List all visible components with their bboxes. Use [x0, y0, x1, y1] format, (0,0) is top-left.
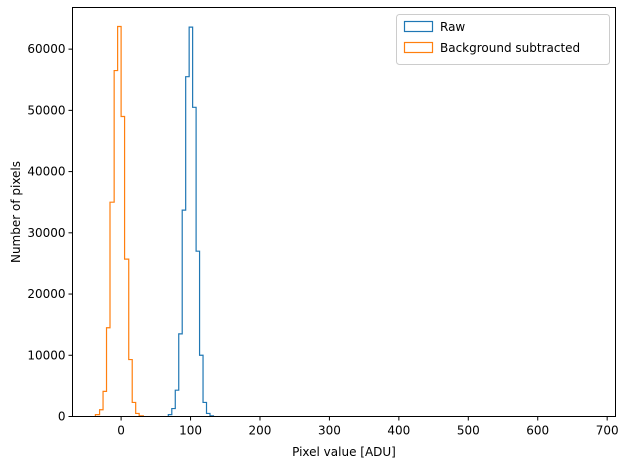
legend-label-background-subtracted: Background subtracted [440, 41, 580, 55]
x-tick-label: 0 [117, 424, 125, 438]
y-tick-label: 20000 [27, 287, 65, 301]
x-tick-label: 400 [387, 424, 410, 438]
y-tick-label: 0 [58, 410, 66, 424]
x-tick-label: 500 [457, 424, 480, 438]
y-axis: 0 10000 20000 30000 40000 50000 60000 [27, 42, 73, 424]
legend-swatch-raw [403, 20, 434, 33]
plot-area [94, 25, 215, 417]
y-tick-label: 10000 [27, 348, 65, 362]
x-tick-label: 100 [179, 424, 202, 438]
x-axis-label: Pixel value [ADU] [292, 445, 396, 459]
y-tick-label: 40000 [27, 165, 65, 179]
y-tick-label: 30000 [27, 226, 65, 240]
x-tick-label: 300 [318, 424, 341, 438]
x-tick-label: 200 [249, 424, 272, 438]
histogram-background-subtracted [94, 25, 144, 417]
legend: Raw Background subtracted [396, 14, 610, 65]
legend-swatch-background-subtracted [403, 41, 434, 54]
legend-label-raw: Raw [440, 20, 465, 34]
y-tick-label: 60000 [27, 42, 65, 56]
plot-frame [72, 7, 616, 417]
x-axis: 0 100 200 300 400 500 600 700 [117, 416, 619, 438]
y-axis-label: Number of pixels [9, 161, 23, 263]
x-tick-label: 600 [526, 424, 549, 438]
y-tick-label: 50000 [27, 103, 65, 117]
histogram-raw [167, 26, 215, 417]
legend-frame [396, 14, 610, 65]
x-tick-label: 700 [596, 424, 619, 438]
